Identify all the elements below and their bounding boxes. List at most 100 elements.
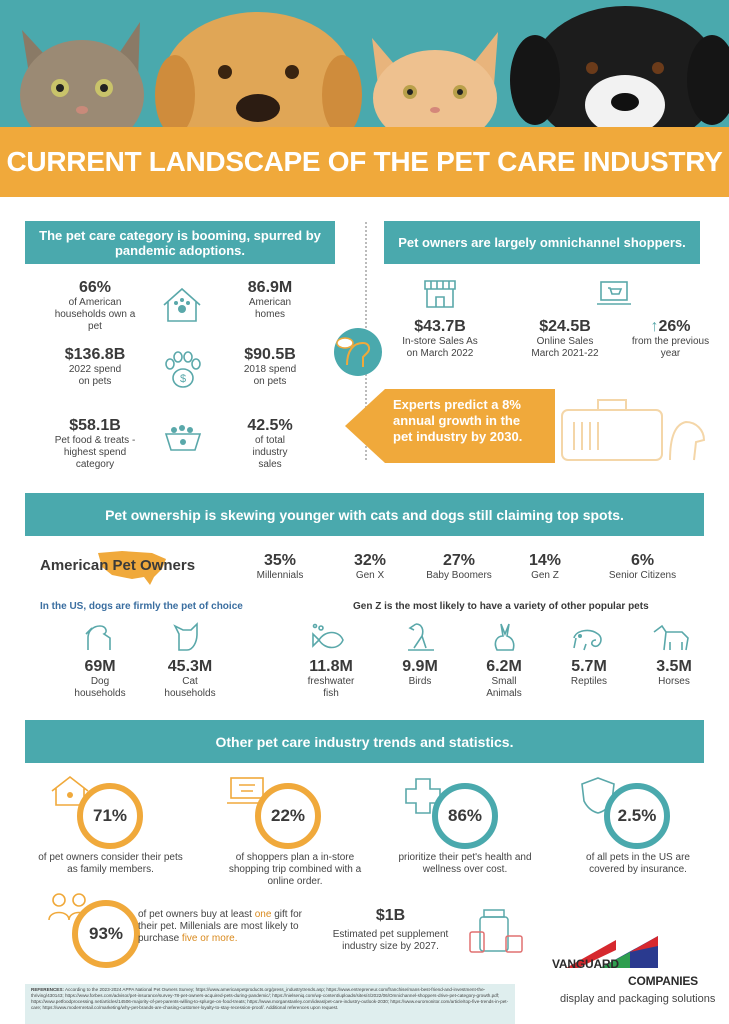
- gen-label: Gen Z: [531, 570, 559, 581]
- title-bar: CURRENT LANDSCAPE OF THE PET CARE INDUST…: [0, 127, 729, 197]
- gift-one: one: [254, 909, 272, 920]
- gift-text-1: of pet owners buy at least: [138, 909, 252, 920]
- stat-instore-sales: $43.7B In-store Sales As on March 2022: [385, 318, 495, 360]
- trends-header-text: Other pet care industry trends and stati…: [215, 733, 514, 750]
- gen-z: 14% Gen Z: [505, 552, 585, 582]
- stat-online-growth: ↑26% from the previous year: [628, 318, 713, 360]
- vanguard-logo-icon: [600, 936, 658, 968]
- gen-label: Baby Boomers: [426, 570, 492, 581]
- gift-text-2: gift for their pet. Millenials are most …: [138, 909, 303, 944]
- trend-value: 2.5%: [617, 806, 657, 825]
- american-pet-owners-label: American Pet Owners: [40, 557, 196, 574]
- right-panel-header: Pet owners are largely omnichannel shopp…: [384, 221, 700, 264]
- pet-horses: 3.5M Horses: [634, 658, 714, 688]
- pet-label: Reptiles: [570, 676, 608, 687]
- gen-label: Senior Citizens: [608, 570, 677, 581]
- left-panel-header-text: The pet care category is booming, spurre…: [39, 227, 321, 258]
- trend-value: 93%: [88, 924, 124, 943]
- gen-baby-boomers: 27% Baby Boomers: [414, 552, 504, 582]
- stat-value: 66%: [78, 279, 112, 296]
- pet-label: Birds: [408, 676, 432, 687]
- supplement-stat: $1B Estimated pet supplement industry si…: [328, 907, 453, 953]
- pet-value: 69M: [84, 658, 116, 675]
- dogs-heading: In the US, dogs are firmly the pet of ch…: [40, 601, 243, 612]
- tabby-cat-image: [20, 22, 144, 135]
- pet-fish: 11.8M freshwater fish: [291, 658, 371, 700]
- stat-2018-spend: $90.5B 2018 spend on pets: [215, 346, 325, 388]
- usa-map-icon: [98, 551, 166, 585]
- stat-label: American homes: [248, 297, 292, 320]
- pet-label: Small Animals: [486, 676, 522, 699]
- stat-value: $90.5B: [244, 346, 296, 363]
- trends-header: Other pet care industry trends and stati…: [25, 720, 704, 763]
- gen-value: 32%: [353, 552, 387, 569]
- pet-label: Dog households: [74, 676, 126, 699]
- stat-value: $136.8B: [64, 346, 126, 363]
- trend-ring-93: 93%: [72, 900, 140, 968]
- growth-callout: Experts predict a 8% annual growth in th…: [393, 397, 523, 444]
- trend-ring-2-5: 2.5%: [604, 783, 670, 849]
- chameleon-icon: [573, 629, 602, 651]
- supplement-label: Estimated pet supplement industry size b…: [332, 929, 449, 952]
- fish-icon: [312, 623, 344, 649]
- stat-value: $24.5B: [539, 318, 591, 335]
- pet-value: 45.3M: [167, 658, 213, 675]
- gen-value: 6%: [630, 552, 655, 569]
- pet-cats: 45.3M Cat households: [145, 658, 235, 700]
- brand-name-line2: COMPANIES: [628, 974, 698, 988]
- gen-millennials: 35% Millennials: [240, 552, 320, 582]
- callout-arrow: [345, 389, 555, 463]
- laptop-shop-icon: [227, 777, 267, 804]
- pet-value: 9.9M: [402, 658, 438, 675]
- vanguard-red-swoosh: [566, 940, 616, 968]
- pet-label: Cat households: [164, 676, 216, 699]
- pets-photo: [20, 6, 729, 135]
- pet-carrier-icon: [561, 399, 706, 461]
- brand-tagline: display and packaging solutions: [560, 993, 716, 1005]
- trend-label: of all pets in the US are covered by ins…: [586, 852, 690, 875]
- left-panel-header: The pet care category is booming, spurre…: [25, 221, 335, 264]
- trend-ring-22: 22%: [255, 783, 321, 849]
- svg-text:$: $: [180, 373, 186, 385]
- up-arrow-icon: ↑: [650, 318, 659, 335]
- gen-x: 32% Gen X: [330, 552, 410, 582]
- brand-name-line1: VANGUARD: [552, 957, 619, 971]
- pet-value: 5.7M: [571, 658, 607, 675]
- trend-label: of pet owners consider their pets as fam…: [38, 852, 183, 875]
- pet-value: 6.2M: [486, 658, 522, 675]
- stat-label: Online Sales March 2021-22: [531, 336, 599, 359]
- ownership-header-text: Pet ownership is skewing younger with ca…: [105, 506, 624, 523]
- genz-heading: Gen Z is the most likely to have a varie…: [353, 601, 649, 612]
- pet-house-icon: [163, 287, 201, 322]
- pet-small-animals: 6.2M Small Animals: [464, 658, 544, 700]
- stat-value: $43.7B: [414, 318, 466, 335]
- store-icon: [424, 280, 456, 308]
- references-label: REFERENCES:: [31, 987, 64, 992]
- stat-value: 86.9M: [247, 279, 293, 296]
- references-text: According to the 2023-2024 APPA National…: [31, 987, 509, 1010]
- pet-birds: 9.9M Birds: [380, 658, 460, 688]
- golden-retriever-image: [155, 12, 362, 135]
- horse-icon: [653, 624, 689, 651]
- stat-label: of American households own a pet: [54, 297, 136, 332]
- stat-label: 2018 spend on pets: [243, 364, 297, 387]
- gen-value: 27%: [442, 552, 476, 569]
- black-white-dog-image: [510, 6, 729, 135]
- trend-value: 86%: [447, 806, 483, 825]
- stat-label: 2022 spend on pets: [68, 364, 122, 387]
- stat-food-treats: $58.1B Pet food & treats - highest spend…: [35, 417, 155, 471]
- gift-label: of pet owners buy at least one gift for …: [138, 909, 303, 945]
- stat-label: In-store Sales As on March 2022: [402, 336, 478, 359]
- trend-ring-86: 86%: [432, 783, 498, 849]
- gen-value: 35%: [263, 552, 297, 569]
- pet-reptiles: 5.7M Reptiles: [549, 658, 629, 688]
- pet-label: Horses: [658, 676, 690, 687]
- supplement-bottles-icon: [469, 909, 523, 953]
- paw-dollar-icon: $: [165, 351, 201, 388]
- trend-label: prioritize their pet's health and wellne…: [398, 852, 532, 875]
- stat-label: of total industry sales: [252, 435, 288, 470]
- trend-ring-71: 71%: [77, 783, 143, 849]
- orange-cat-image: [372, 32, 498, 135]
- ownership-header: Pet ownership is skewing younger with ca…: [25, 493, 704, 536]
- gen-label: Gen X: [355, 570, 385, 581]
